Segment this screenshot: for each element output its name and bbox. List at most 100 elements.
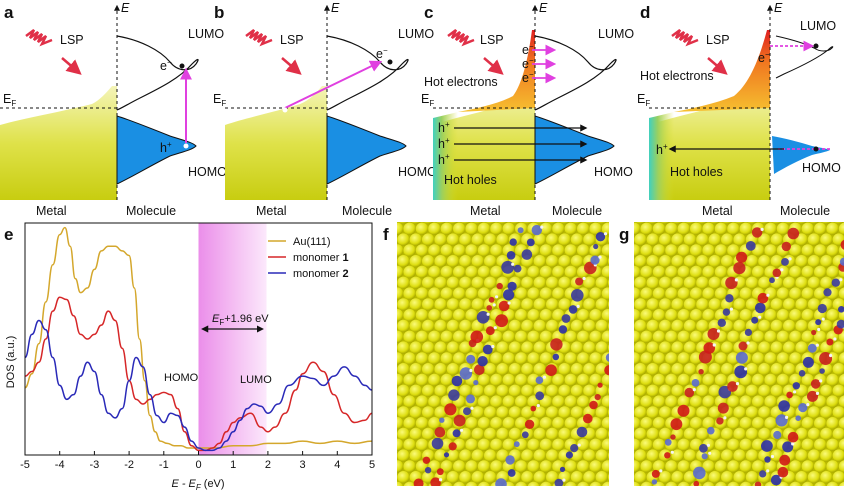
x-tick-label: -3 (90, 459, 100, 471)
molecule-atom (761, 440, 773, 452)
gold-atom (838, 287, 844, 300)
gold-atom (733, 449, 746, 462)
gold-atom (409, 341, 422, 354)
gold-atom (665, 352, 678, 365)
gold-atom (683, 276, 697, 289)
molecule-atom (584, 261, 597, 275)
gold-atom (677, 244, 690, 257)
gold-atom (440, 265, 453, 279)
gold-atom (453, 222, 466, 235)
gold-atom (665, 460, 678, 473)
energy-axis-label: E (774, 1, 783, 15)
gold-atom (533, 255, 546, 268)
gold-atom (801, 222, 814, 235)
gold-atom (397, 324, 398, 328)
gold-atom (539, 460, 553, 473)
gold-atom (552, 395, 565, 408)
gold-atom (403, 244, 416, 257)
lsp-label: LSP (706, 33, 730, 47)
gold-atom (745, 276, 759, 289)
panel-label-f: f (383, 225, 389, 244)
gold-atom (515, 417, 528, 430)
gold-atom (727, 417, 740, 430)
gold-atom (434, 233, 447, 246)
gold-atom (496, 406, 509, 419)
gold-atom (397, 298, 410, 311)
gold-atom (533, 471, 546, 484)
lumo-annotation: LUMO (240, 374, 272, 386)
gold-atom (634, 255, 647, 268)
hydrogen-atom (760, 227, 764, 231)
gold-atom (683, 471, 697, 484)
molecule-atom (725, 276, 738, 290)
gold-atom (634, 406, 647, 419)
x-tick-label: 3 (300, 459, 306, 471)
gold-atom (446, 276, 460, 289)
gold-atom (552, 438, 565, 451)
gold-atom (671, 233, 684, 246)
gold-atom (583, 276, 596, 289)
gold-atom (714, 373, 728, 387)
gold-atom (677, 481, 690, 486)
gold-atom (508, 384, 522, 397)
gold-atom (533, 406, 546, 419)
gold-atom (453, 352, 466, 365)
gold-atom (397, 259, 398, 263)
molecule-atom (817, 303, 827, 314)
dos-line-m2 (24, 319, 373, 452)
x-axis-ticks: -5 -4 -3 -2 -1 0 1 2 3 4 5 (20, 451, 375, 471)
molecule-atom (561, 314, 571, 323)
gold-atom (770, 298, 783, 311)
molecule-atom (436, 468, 444, 476)
gold-atom (646, 298, 659, 311)
gold-atom (640, 417, 653, 430)
homo-dos-fill (534, 115, 615, 185)
gold-atom (397, 346, 398, 350)
gold-atom (696, 255, 709, 268)
gold-atom (677, 395, 690, 408)
gold-atom (403, 222, 416, 235)
gold-atom (745, 406, 759, 419)
gold-atom (527, 287, 540, 300)
hydrogen-atom (670, 450, 674, 454)
gold-atom (564, 481, 577, 486)
gold-atom (608, 452, 609, 459)
gold-atom (564, 330, 577, 343)
gold-atom (702, 265, 715, 279)
molecule-atom (670, 418, 683, 431)
gold-atom (659, 471, 672, 484)
gold-atom (459, 276, 472, 289)
gold-atom (597, 222, 607, 225)
gold-atom (601, 265, 609, 279)
gold-atom (570, 449, 584, 462)
hole-label-3: h+ (438, 152, 450, 167)
gold-atom (708, 255, 721, 268)
gold-atom (535, 222, 545, 225)
gold-atom (764, 309, 777, 322)
gold-atom (570, 406, 584, 419)
gold-atom (665, 265, 678, 279)
gold-atom (601, 395, 609, 408)
hydrogen-atom (626, 478, 629, 481)
gold-atom (465, 460, 478, 473)
gold-atom (572, 222, 582, 225)
hole-label: h+ (656, 142, 668, 157)
gold-atom (490, 265, 503, 279)
gold-atom (634, 233, 647, 246)
molecule-atom (781, 241, 791, 252)
molecule-atom (670, 434, 676, 440)
gold-atom (690, 395, 703, 408)
gold-atom (665, 373, 678, 387)
gold-atom (820, 384, 833, 397)
hydrogen-atom (613, 366, 616, 369)
gold-atom (459, 233, 472, 246)
gold-atom (634, 309, 641, 322)
gold-atom (608, 301, 609, 308)
electron-label: e− (758, 50, 770, 65)
molecule-atom (535, 376, 544, 385)
gold-atom (546, 233, 559, 246)
gold-atom (527, 460, 540, 473)
gold-atom (428, 460, 441, 473)
gold-atom (640, 287, 653, 300)
hydrogen-atom (614, 353, 617, 356)
